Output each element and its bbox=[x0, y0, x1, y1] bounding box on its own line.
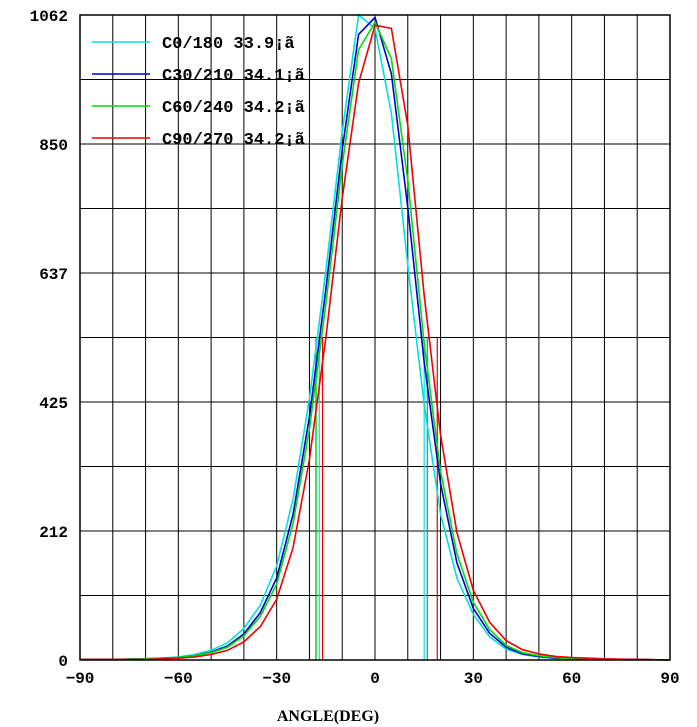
legend: C0/180 33.9¡ã C30/210 34.1¡ã C60/240 34.2¡… bbox=[92, 35, 305, 150]
y-tick-label: 1062 bbox=[30, 8, 68, 26]
x-axis-title: ANGLE(DEG) bbox=[277, 708, 379, 725]
y-tick-label: 425 bbox=[39, 395, 68, 413]
grid bbox=[79, 14, 671, 661]
x-tick-label: 90 bbox=[660, 670, 679, 688]
y-tick-label: 850 bbox=[39, 137, 68, 155]
legend-label: C30/210 34.1¡ã bbox=[162, 67, 305, 86]
series-lines bbox=[80, 13, 671, 661]
series-line-3 bbox=[80, 24, 671, 661]
plot-frame bbox=[79, 14, 671, 661]
x-tick-label: −90 bbox=[66, 670, 95, 688]
x-tick-label: −30 bbox=[262, 670, 291, 688]
x-tick-label: 30 bbox=[464, 670, 483, 688]
legend-label: C0/180 33.9¡ã bbox=[162, 35, 295, 54]
x-tick-label: 0 bbox=[370, 670, 380, 688]
x-tick-label: −60 bbox=[164, 670, 193, 688]
legend-label: C90/270 34.2¡ã bbox=[162, 131, 305, 150]
y-tick-label: 0 bbox=[58, 653, 68, 671]
y-tick-label: 212 bbox=[39, 524, 68, 542]
y-tick-label: 637 bbox=[39, 266, 68, 284]
x-tick-label: 60 bbox=[562, 670, 581, 688]
legend-label: C60/240 34.2¡ã bbox=[162, 99, 305, 118]
axes: −90 −60 −30 0 30 60 90 0 212 425 637 850 1062 bbox=[30, 8, 680, 688]
half-angle-markers bbox=[315, 337, 438, 660]
series-line-2 bbox=[80, 20, 671, 661]
